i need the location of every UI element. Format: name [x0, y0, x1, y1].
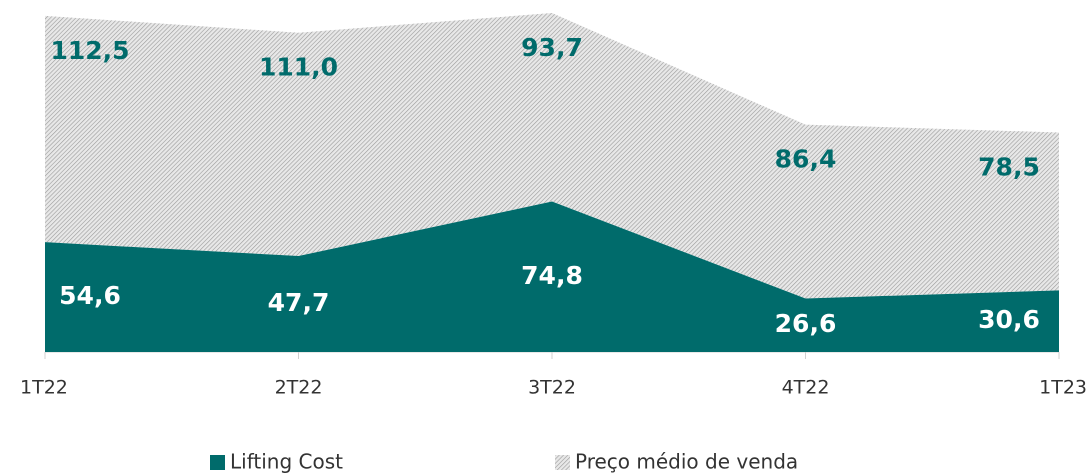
legend-swatch [555, 455, 570, 470]
data-label: 54,6 [59, 281, 121, 310]
data-label: 30,6 [978, 305, 1040, 334]
legend-label: Preço médio de venda [575, 450, 798, 474]
data-label: 78,5 [978, 153, 1040, 182]
data-label: 112,5 [50, 36, 129, 65]
x-tick-label: 3T22 [528, 377, 576, 399]
data-label: 93,7 [521, 33, 583, 62]
data-label: 26,6 [775, 309, 837, 338]
area [45, 13, 1059, 299]
x-tick-label: 1T22 [20, 377, 68, 399]
legend-swatch [210, 455, 225, 470]
x-tick-label: 2T22 [275, 377, 323, 399]
data-label: 111,0 [259, 53, 338, 82]
legend-label: Lifting Cost [230, 450, 343, 474]
data-label: 74,8 [521, 261, 583, 290]
data-label: 47,7 [268, 288, 330, 317]
data-label: 86,4 [775, 145, 837, 174]
x-tick-label: 4T22 [782, 377, 830, 399]
x-tick-label: 1T23 [1039, 377, 1087, 399]
area [45, 201, 1059, 352]
